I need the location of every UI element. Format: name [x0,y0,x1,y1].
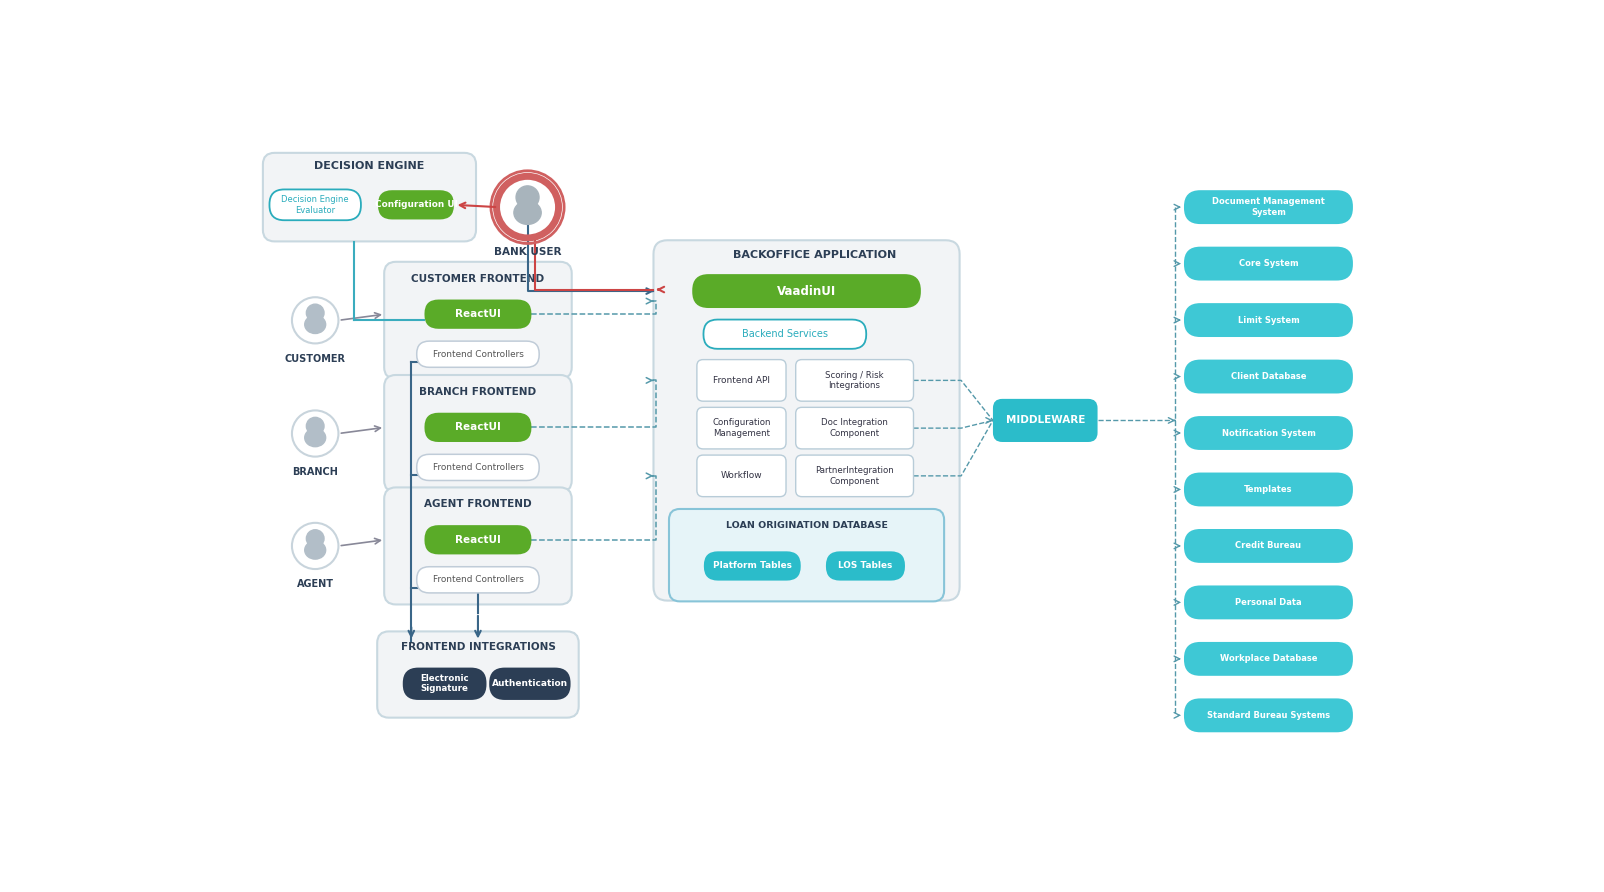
FancyBboxPatch shape [1184,303,1352,337]
Text: Platform Tables: Platform Tables [712,561,792,571]
FancyBboxPatch shape [826,551,905,581]
FancyBboxPatch shape [1184,359,1352,393]
FancyBboxPatch shape [693,274,921,308]
Text: AGENT FRONTEND: AGENT FRONTEND [423,500,533,509]
Text: Document Management
System: Document Management System [1213,197,1325,217]
FancyBboxPatch shape [1184,247,1352,281]
FancyBboxPatch shape [696,359,786,401]
Text: BRANCH FRONTEND: BRANCH FRONTEND [419,387,536,397]
Text: VaadinUI: VaadinUI [776,285,836,298]
FancyBboxPatch shape [1184,416,1352,450]
FancyBboxPatch shape [377,632,579,718]
Text: Personal Data: Personal Data [1235,598,1302,607]
FancyBboxPatch shape [1184,190,1352,224]
Circle shape [306,417,324,435]
Ellipse shape [305,429,326,447]
FancyBboxPatch shape [385,487,571,605]
FancyBboxPatch shape [796,408,914,449]
FancyBboxPatch shape [263,153,476,242]
Text: LOAN ORIGINATION DATABASE: LOAN ORIGINATION DATABASE [725,522,887,531]
Text: Configuration UI: Configuration UI [374,201,457,210]
FancyBboxPatch shape [417,566,539,593]
Text: Configuration
Management: Configuration Management [712,418,770,438]
FancyBboxPatch shape [704,551,800,581]
Text: PartnerIntegration
Component: PartnerIntegration Component [815,467,893,485]
FancyBboxPatch shape [489,667,571,700]
Ellipse shape [305,541,326,559]
FancyBboxPatch shape [696,455,786,497]
FancyBboxPatch shape [385,375,571,492]
FancyBboxPatch shape [425,525,531,555]
Text: Core System: Core System [1238,259,1298,268]
FancyBboxPatch shape [379,190,454,219]
Text: Client Database: Client Database [1230,372,1306,381]
FancyBboxPatch shape [1184,585,1352,619]
Text: BRANCH: BRANCH [292,467,338,477]
Text: BACKOFFICE APPLICATION: BACKOFFICE APPLICATION [733,250,897,260]
Circle shape [516,186,539,209]
Text: Authentication: Authentication [492,680,568,689]
Text: Workflow: Workflow [720,471,762,481]
Circle shape [306,530,324,548]
Text: BANK USER: BANK USER [494,247,561,257]
Text: Notification System: Notification System [1222,428,1315,437]
Text: Decision Engine
Evaluator: Decision Engine Evaluator [281,195,350,215]
Text: Electronic
Signature: Electronic Signature [420,674,468,693]
Text: Standard Bureau Systems: Standard Bureau Systems [1206,711,1330,720]
Text: Backend Services: Backend Services [743,329,828,339]
Text: ReactUI: ReactUI [456,422,500,433]
FancyBboxPatch shape [1184,473,1352,507]
FancyBboxPatch shape [1184,642,1352,676]
FancyBboxPatch shape [796,455,914,497]
Text: CUSTOMER: CUSTOMER [284,354,346,364]
FancyBboxPatch shape [696,408,786,449]
Ellipse shape [513,201,541,225]
FancyBboxPatch shape [1184,529,1352,563]
Text: Workplace Database: Workplace Database [1219,655,1317,664]
Text: Frontend API: Frontend API [712,376,770,384]
FancyBboxPatch shape [993,399,1097,442]
Text: Scoring / Risk
Integrations: Scoring / Risk Integrations [826,371,884,390]
Text: ReactUI: ReactUI [456,535,500,545]
FancyBboxPatch shape [796,359,914,401]
Text: ReactUI: ReactUI [456,310,500,319]
Text: Limit System: Limit System [1238,316,1299,325]
Ellipse shape [305,316,326,334]
FancyBboxPatch shape [417,341,539,368]
Text: AGENT: AGENT [297,580,334,590]
FancyBboxPatch shape [403,667,486,700]
Text: MIDDLEWARE: MIDDLEWARE [1006,416,1084,425]
FancyBboxPatch shape [1184,698,1352,732]
FancyBboxPatch shape [425,413,531,442]
Text: Credit Bureau: Credit Bureau [1235,541,1301,550]
Text: Frontend Controllers: Frontend Controllers [433,350,523,359]
Text: LOS Tables: LOS Tables [839,561,892,571]
FancyBboxPatch shape [417,454,539,481]
FancyBboxPatch shape [269,189,361,220]
FancyBboxPatch shape [669,509,945,601]
FancyBboxPatch shape [385,262,571,379]
Text: CUSTOMER FRONTEND: CUSTOMER FRONTEND [411,274,544,284]
Text: Doc Integration
Component: Doc Integration Component [821,418,889,438]
Text: Frontend Controllers: Frontend Controllers [433,463,523,472]
Text: Frontend Controllers: Frontend Controllers [433,575,523,584]
FancyBboxPatch shape [704,319,866,349]
Text: DECISION ENGINE: DECISION ENGINE [314,161,425,171]
FancyBboxPatch shape [653,240,959,600]
Text: FRONTEND INTEGRATIONS: FRONTEND INTEGRATIONS [401,642,555,652]
Circle shape [306,304,324,322]
Text: Templates: Templates [1245,485,1293,494]
FancyBboxPatch shape [425,300,531,329]
